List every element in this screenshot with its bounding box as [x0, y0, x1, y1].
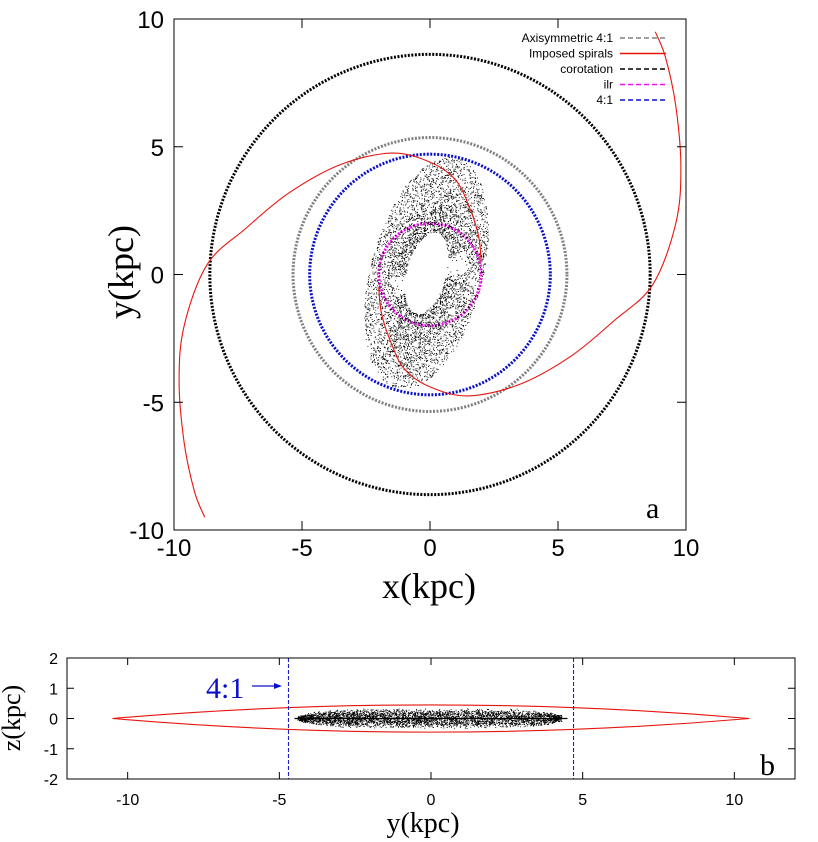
panel-b-x-axis-label: y(kpc)	[386, 808, 459, 839]
y-tick-label: 5	[151, 135, 164, 162]
panel-a-y-axis-label: y(kpc)	[101, 225, 141, 319]
imposed-spiral-arm-1	[178, 152, 482, 518]
envelope-curve	[112, 704, 750, 733]
panel-a-x-axis-label: x(kpc)	[382, 566, 476, 606]
panel-b-y-axis-label: z(kpc)	[0, 685, 26, 751]
panel-b-y-tick-labels: -2 -1 0 1 2	[44, 651, 58, 789]
legend-label: 4:1	[596, 93, 613, 107]
panel-b-envelope	[112, 704, 750, 733]
y-tick-label: 1	[49, 681, 58, 698]
circle-4-1	[308, 152, 552, 397]
y-tick-label: -5	[143, 390, 164, 417]
x-tick-label: -5	[272, 792, 286, 809]
legend-label: corotation	[560, 62, 613, 76]
y-tick-label: -1	[44, 742, 58, 759]
panel-a-spirals	[178, 31, 682, 518]
x-tick-label: 5	[551, 535, 564, 562]
y-tick-label: -2	[44, 772, 58, 789]
imposed-spiral-arm-2	[378, 31, 682, 397]
panel-b-resonance-lines	[287, 658, 575, 779]
x-tick-label: -5	[291, 535, 312, 562]
orbit-points	[364, 156, 489, 389]
panel-a-ticks	[173, 18, 687, 531]
legend-label: Imposed spirals	[529, 47, 613, 61]
x-tick-label: 10	[673, 535, 700, 562]
panel-a-orbit-cloud	[364, 156, 489, 389]
panel-a-y-tick-labels: -10 -5 0 5 10	[129, 7, 164, 545]
panel-b-annotation-arrowhead	[274, 683, 282, 689]
panel-b-ticks	[67, 657, 795, 780]
y-tick-label: 0	[151, 263, 164, 290]
y-tick-label: 0	[49, 712, 58, 729]
panel-b-orbit-cloud	[294, 708, 568, 729]
panel-a-x-tick-labels: -10 -5 0 5 10	[157, 535, 700, 562]
panel-b-annotation-text: 4:1	[206, 672, 244, 705]
panel-b-x-tick-labels: -10 -5 0 5 10	[116, 792, 743, 809]
panel-b-label: b	[760, 749, 775, 782]
x-tick-label: 0	[423, 535, 436, 562]
y-tick-label: 2	[49, 651, 58, 668]
y-tick-label: -10	[129, 518, 164, 545]
panel-a-legend: Axisymmetric 4:1 Imposed spiralscorotatio…	[522, 31, 666, 107]
circle-axisymmetric-4-1	[291, 136, 569, 413]
x-tick-label: 10	[725, 792, 743, 809]
panel-a-resonance-circles	[208, 52, 652, 497]
x-tick-label: 5	[578, 792, 587, 809]
panel-b-annotation: 4:1	[206, 672, 282, 705]
x-tick-label: 0	[427, 792, 436, 809]
panel-a-chart: -10 -5 0 5 10 -10 -5 0 5 10 x(kpc) y(kpc) Axisym…	[101, 7, 699, 606]
x-tick-label: -10	[116, 792, 139, 809]
y-tick-label: 10	[137, 7, 164, 34]
legend-label: Axisymmetric 4:1	[522, 31, 614, 45]
legend-label: ilr	[604, 78, 613, 92]
circle-corotation	[208, 52, 652, 497]
x-tick-label: -10	[157, 535, 192, 562]
panel-a-label: a	[646, 492, 659, 525]
